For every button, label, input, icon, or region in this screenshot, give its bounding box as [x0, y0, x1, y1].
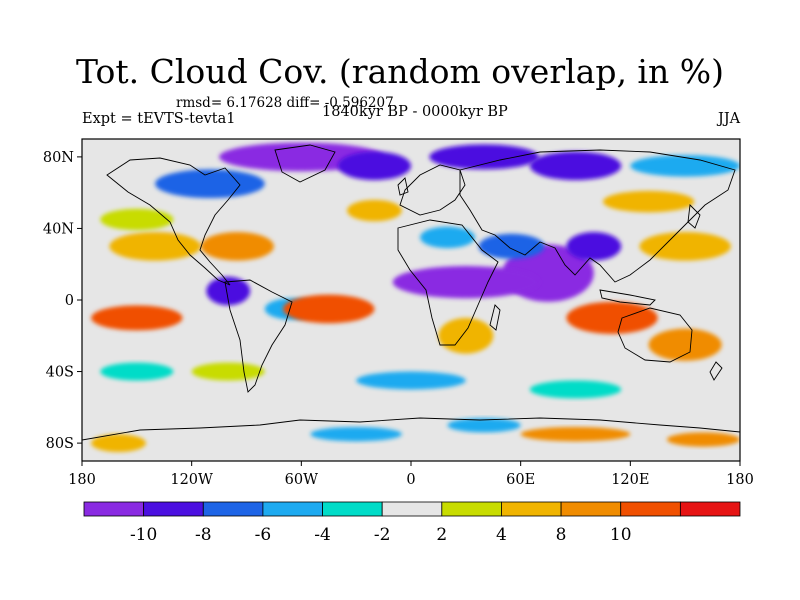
longitude-ticks: 180 120W 60W 0 60E 120E 180	[68, 461, 754, 488]
lat-tick-label: 40S	[46, 365, 74, 381]
colorbar-swatch	[83, 501, 145, 517]
anomaly-region	[447, 418, 521, 433]
anomaly-region	[566, 301, 658, 334]
colorbar-label: -6	[255, 525, 272, 545]
anomaly-region	[347, 199, 402, 222]
colorbar-swatch	[322, 501, 383, 517]
anomaly-region	[529, 380, 622, 399]
anomaly-region	[310, 427, 402, 442]
colorbar-label: -2	[374, 525, 391, 545]
colorbar-swatch	[501, 501, 562, 517]
anomaly-region	[566, 232, 622, 261]
colorbar-label: 2	[436, 525, 447, 545]
latitude-ticks: 80N 40N 0 40S 80S	[43, 150, 82, 452]
anomaly-region	[529, 151, 622, 181]
anomaly-region	[100, 362, 174, 381]
anomaly-region	[520, 427, 631, 442]
anomaly-region	[666, 432, 740, 447]
anomaly-region	[639, 232, 731, 261]
colorbar-label: -4	[314, 525, 331, 545]
colorbar-label: -10	[130, 525, 157, 545]
lon-tick-label: 60W	[285, 472, 318, 488]
anomaly-region	[602, 190, 695, 213]
lat-tick-label: 0	[65, 293, 74, 309]
lon-tick-label: 0	[406, 472, 415, 488]
anomaly-region	[200, 232, 274, 261]
colorbar-label: 8	[556, 525, 567, 545]
anomaly-region	[91, 434, 146, 453]
colorbar-label: 10	[610, 525, 632, 545]
colorbar-swatch	[262, 501, 323, 517]
colorbar-swatch	[202, 501, 264, 517]
anomaly-region	[438, 317, 494, 354]
anomaly-region	[100, 208, 174, 231]
lon-tick-label: 180	[726, 472, 754, 488]
anomaly-region	[191, 362, 265, 381]
anomaly-field	[91, 142, 740, 453]
period-label: 1840kyr BP - 0000kyr BP	[322, 104, 508, 120]
season-label: JJA	[718, 111, 741, 127]
lon-tick-label: 120W	[170, 472, 213, 488]
anomaly-region	[429, 144, 539, 170]
colorbar-swatch	[381, 501, 443, 517]
colorbar: -10 -8 -6 -4 -2 2 4 8 10	[83, 501, 741, 545]
coastlines	[82, 144, 740, 441]
anomaly-region	[392, 266, 539, 299]
colorbar-swatch	[441, 501, 502, 517]
lon-tick-label: 120E	[611, 472, 649, 488]
anomaly-region	[155, 169, 265, 199]
colorbar-swatch	[560, 501, 622, 517]
anomaly-region	[648, 328, 722, 361]
lat-tick-label: 40N	[43, 221, 74, 237]
anomaly-region	[109, 232, 201, 261]
anomaly-region	[337, 151, 412, 181]
lat-tick-label: 80S	[46, 436, 74, 452]
anomaly-region	[630, 155, 740, 177]
anomaly-region	[356, 371, 466, 390]
anomaly-region	[420, 226, 475, 249]
plot-title: Tot. Cloud Cov. (random overlap, in %)	[76, 52, 724, 91]
anomaly-region	[283, 294, 375, 324]
experiment-label: Expt = tEVTS-tevta1	[82, 111, 236, 127]
anomaly-region	[91, 305, 183, 331]
colorbar-swatch	[620, 501, 681, 517]
lon-tick-label: 180	[68, 472, 96, 488]
stats-label: rmsd= 6.17628 diff= -0.596207	[176, 95, 394, 111]
colorbar-swatch	[143, 501, 204, 517]
colorbar-label: 4	[496, 525, 507, 545]
lat-tick-label: 80N	[43, 150, 74, 166]
colorbar-swatch	[679, 501, 741, 517]
colorbar-label: -8	[195, 525, 212, 545]
anomaly-region	[206, 276, 251, 306]
lon-tick-label: 60E	[506, 472, 535, 488]
